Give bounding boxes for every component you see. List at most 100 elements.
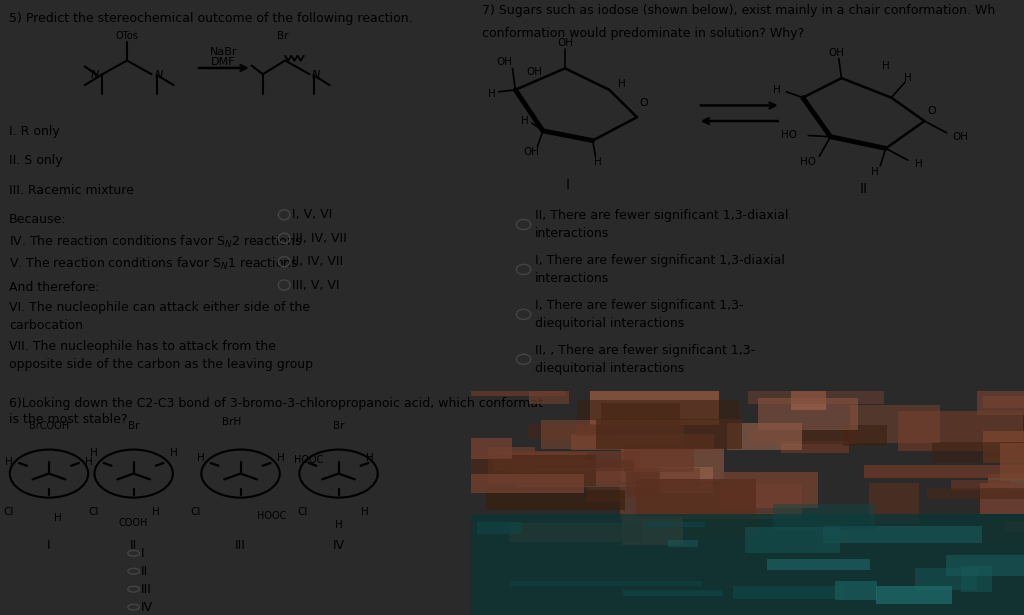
Text: H: H — [90, 448, 97, 458]
Bar — [727, 423, 802, 450]
Bar — [983, 432, 1024, 463]
Text: II, , There are fewer significant 1,3-
diequitorial interactions: II, , There are fewer significant 1,3- d… — [535, 344, 755, 375]
Bar — [815, 521, 847, 546]
Text: H: H — [870, 167, 879, 177]
Bar — [792, 370, 826, 410]
Text: VII. The nucleophile has to attack from the
opposite side of the carbon as the l: VII. The nucleophile has to attack from … — [9, 339, 313, 371]
Text: Because:: Because: — [9, 213, 67, 226]
Bar — [486, 490, 626, 510]
Text: And therefore:: And therefore: — [9, 281, 99, 294]
Text: O: O — [640, 98, 648, 108]
Text: II, IV, VII: II, IV, VII — [292, 255, 343, 268]
Bar — [749, 373, 884, 404]
Text: I, There are fewer significant 1,3-
diequitorial interactions: I, There are fewer significant 1,3- dieq… — [535, 299, 743, 330]
Text: III, IV, VII: III, IV, VII — [292, 232, 346, 245]
Bar — [850, 405, 940, 443]
Text: I. R only: I. R only — [9, 125, 59, 138]
Bar — [915, 568, 977, 590]
Bar — [574, 425, 616, 436]
Text: H: H — [366, 453, 374, 463]
Text: HO: HO — [781, 130, 798, 140]
Text: H: H — [882, 62, 890, 71]
Text: Cl: Cl — [190, 507, 201, 517]
Bar — [590, 390, 719, 425]
Bar — [999, 443, 1024, 481]
Bar — [624, 444, 694, 472]
Text: H: H — [170, 448, 177, 458]
Text: 6)Looking down the C2-C3 bond of 3-bromo-3-chloropropanoic acid, which conformat: 6)Looking down the C2-C3 bond of 3-bromo… — [9, 397, 543, 410]
Text: HOOC: HOOC — [257, 511, 287, 522]
Bar — [802, 335, 910, 372]
Text: H: H — [335, 520, 342, 530]
Bar — [980, 483, 1024, 514]
Bar — [504, 451, 587, 465]
Text: is the most stable?: is the most stable? — [9, 413, 127, 426]
Bar — [636, 479, 756, 517]
Bar — [464, 455, 596, 486]
Bar — [983, 396, 1024, 408]
Text: N: N — [155, 70, 163, 80]
Bar — [781, 440, 849, 453]
Text: 5) Predict the stereochemical outcome of the following reaction.: 5) Predict the stereochemical outcome of… — [9, 12, 413, 25]
Bar — [623, 590, 723, 596]
Bar — [529, 363, 569, 403]
Text: Cl: Cl — [4, 507, 14, 517]
Bar — [596, 419, 741, 449]
Bar — [927, 488, 1024, 499]
Text: OH: OH — [524, 148, 540, 157]
Bar — [493, 460, 635, 470]
Text: HOOC: HOOC — [294, 455, 324, 465]
Text: II: II — [859, 183, 867, 196]
Bar — [721, 472, 818, 509]
Text: H: H — [904, 73, 911, 83]
Text: I: I — [47, 539, 51, 552]
Text: I, There are fewer significant 1,3-diaxial
interactions: I, There are fewer significant 1,3-diaxi… — [535, 254, 784, 285]
Text: Cl: Cl — [88, 507, 98, 517]
Bar — [733, 586, 845, 600]
Text: III. Racemic mixture: III. Racemic mixture — [9, 183, 134, 197]
Bar — [671, 349, 820, 377]
Bar — [823, 526, 982, 543]
Bar — [578, 400, 739, 420]
Bar — [1005, 522, 1024, 532]
Text: IV. The reaction conditions favor S$_N$2 reactions: IV. The reaction conditions favor S$_N$2… — [9, 234, 302, 250]
Text: H: H — [617, 79, 626, 89]
Bar — [542, 419, 684, 449]
Bar — [836, 581, 877, 600]
Bar — [932, 442, 1024, 463]
Bar — [509, 523, 642, 542]
Text: H: H — [361, 507, 369, 517]
Bar — [758, 398, 857, 430]
Text: 7) Sugars such as iodose (shown below), exist mainly in a chair conformation. Wh: 7) Sugars such as iodose (shown below), … — [482, 4, 995, 17]
Bar — [977, 384, 1024, 415]
Bar — [627, 469, 660, 496]
Bar — [767, 559, 869, 571]
Text: COOH: COOH — [119, 518, 148, 528]
Bar — [773, 504, 876, 531]
Bar — [689, 519, 759, 536]
Text: DMF: DMF — [211, 57, 236, 68]
Text: H: H — [594, 157, 602, 167]
Bar — [869, 483, 919, 523]
Text: N: N — [90, 70, 99, 80]
Bar — [510, 581, 701, 586]
Text: III: III — [140, 582, 152, 596]
Bar — [622, 448, 724, 482]
Bar — [745, 527, 841, 553]
Bar — [946, 555, 1024, 576]
Text: I: I — [140, 547, 144, 560]
Bar — [587, 470, 622, 502]
Bar — [657, 467, 713, 493]
Bar — [528, 424, 645, 439]
Text: H: H — [152, 507, 160, 517]
Text: BrH: BrH — [222, 417, 242, 427]
Text: H: H — [197, 453, 205, 463]
Bar — [570, 434, 714, 450]
Text: H: H — [85, 458, 93, 467]
Bar — [962, 566, 992, 592]
Text: H: H — [773, 85, 780, 95]
Text: OH: OH — [828, 48, 844, 58]
Bar — [622, 514, 683, 545]
Bar — [951, 480, 1010, 490]
Text: H: H — [5, 458, 12, 467]
